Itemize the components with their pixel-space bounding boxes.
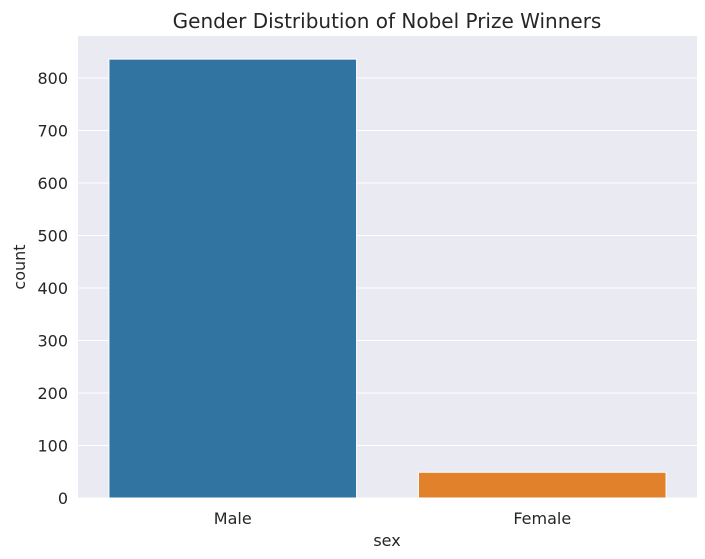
y-tick-label: 600 <box>37 174 68 193</box>
x-axis-label: sex <box>373 531 400 550</box>
y-tick-label: 500 <box>37 227 68 246</box>
x-tick-label-female: Female <box>513 509 571 528</box>
chart-title: Gender Distribution of Nobel Prize Winne… <box>173 9 602 33</box>
bar-female <box>417 471 667 499</box>
y-tick-label: 100 <box>37 437 68 456</box>
bars <box>108 58 667 499</box>
y-tick-label: 300 <box>37 332 68 351</box>
y-tick-label: 800 <box>37 69 68 88</box>
y-tick-label: 700 <box>37 122 68 141</box>
bar-male <box>108 58 358 499</box>
x-tick-label-male: Male <box>214 509 252 528</box>
y-tick-label: 0 <box>58 489 68 508</box>
y-tick-labels: 0 100 200 300 400 500 600 700 800 <box>37 69 68 508</box>
y-tick-label: 400 <box>37 279 68 298</box>
y-axis-label: count <box>10 244 29 289</box>
x-tick-labels: Male Female <box>214 509 571 528</box>
y-tick-label: 200 <box>37 384 68 403</box>
